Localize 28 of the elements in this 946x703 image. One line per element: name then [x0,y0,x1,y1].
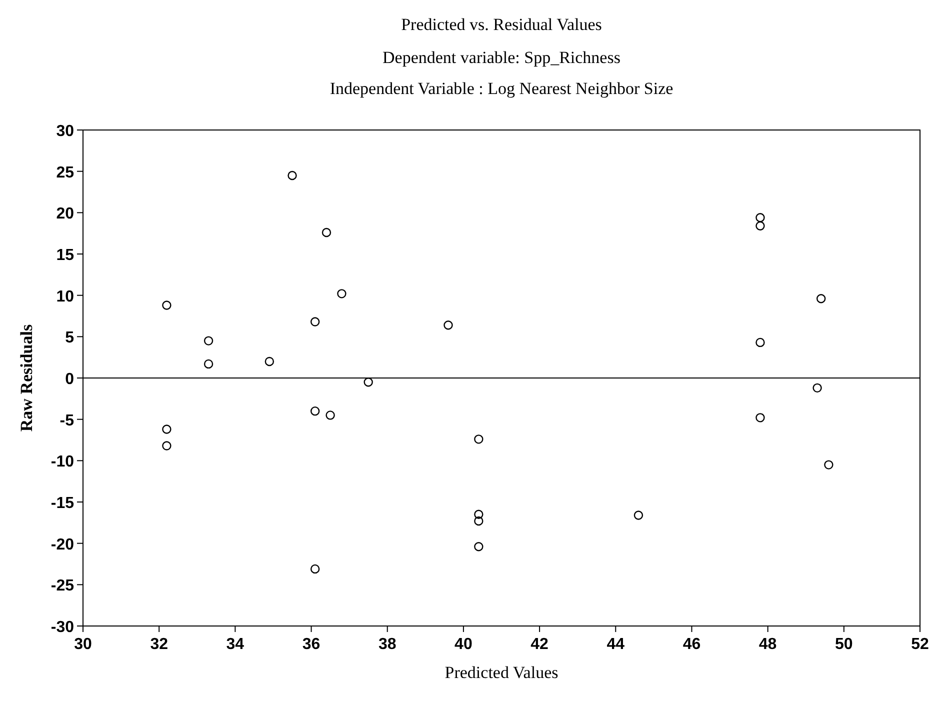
x-tick-label: 50 [835,636,853,653]
y-tick-label: 0 [65,371,74,388]
y-tick-label: -25 [50,578,74,595]
y-tick-label: 15 [56,247,74,264]
y-tick-label: -10 [50,454,74,471]
x-tick-label: 36 [302,636,320,653]
y-tick-label: 30 [56,123,74,140]
x-tick-label: 44 [606,636,625,653]
x-tick-label: 46 [682,636,701,653]
y-tick-label: 5 [65,330,74,347]
x-tick-label: 32 [150,636,168,653]
x-tick-label: 34 [226,636,244,653]
x-tick-label: 52 [911,636,929,653]
y-tick-label: -30 [50,619,74,636]
x-tick-label: 40 [454,636,472,653]
y-axis-title: Raw Residuals [17,324,36,432]
y-tick-label: 20 [56,206,74,223]
y-tick-label: -15 [50,495,74,512]
x-tick-label: 48 [758,636,777,653]
y-tick-label: 10 [56,288,74,306]
y-tick-label: -5 [60,412,74,430]
x-tick-label: 38 [378,636,396,653]
y-tick-label: 25 [56,164,74,182]
chart-title: Predicted vs. Residual Values [401,15,602,34]
x-axis-title: Predicted Values [444,663,558,682]
chart-subtitle: Dependent variable: Spp_Richness Independent Variable : Log Nearest Neighbor Size [330,48,674,98]
x-tick-label: 42 [530,636,549,653]
y-tick-label: -20 [50,536,74,554]
